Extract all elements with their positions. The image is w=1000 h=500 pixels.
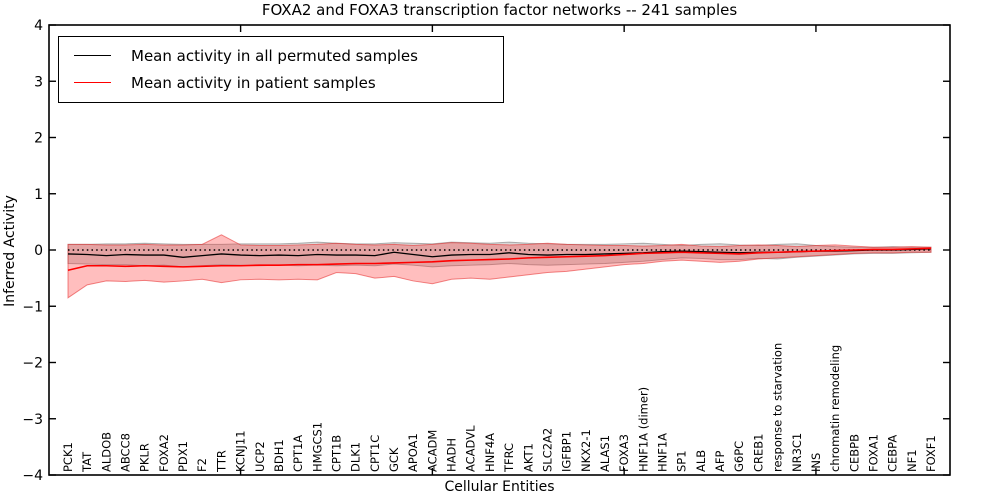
x-tick-label: BDH1 [272, 439, 286, 472]
x-tick-label: IGFBP1 [560, 431, 574, 472]
legend-item-permuted: Mean activity in all permuted samples [59, 42, 503, 69]
x-tick-label: AFP [713, 451, 727, 472]
band-patient-samples-range [67, 234, 932, 299]
x-tick-label: response to starvation [771, 343, 785, 472]
x-tick-label: TTR [214, 450, 228, 473]
x-tick-label: FOXF1 [924, 435, 938, 472]
x-tick-label: HNF4A [483, 433, 497, 472]
legend-item-patient: Mean activity in patient samples [59, 69, 503, 96]
x-tick-label: ABCC8 [119, 433, 133, 472]
x-tick-label: UCP2 [253, 441, 267, 472]
x-tick-label: CPT1C [368, 435, 382, 472]
y-tick-label: 4 [34, 18, 43, 34]
legend-line-sample-red [74, 82, 111, 83]
x-tick-label: FOXA2 [157, 434, 171, 472]
x-tick-label: G6PC [732, 441, 746, 472]
x-tick-label: HMGCS1 [310, 422, 324, 472]
x-tick-label: CEBPA [886, 435, 900, 472]
x-tick-label: HNF1A (dimer) [636, 387, 650, 472]
y-tick-label: −2 [22, 356, 43, 372]
legend-label: Mean activity in all permuted samples [131, 46, 418, 65]
x-tick-label: KCNJ11 [234, 430, 248, 472]
x-tick-label: ALB [694, 450, 708, 472]
x-tick-label: NR3C1 [790, 433, 804, 472]
x-tick-label: ALAS1 [598, 435, 612, 472]
x-tick-label: CPT1A [291, 435, 305, 472]
x-tick-label: TFRC [502, 443, 516, 473]
x-tick-label: FOXA3 [617, 434, 631, 472]
x-tick-label: TAT [80, 451, 94, 473]
x-axis-label: Cellular Entities [444, 479, 555, 495]
x-tick-label: ALDOB [99, 432, 113, 472]
x-tick-label: HNF1A [656, 433, 670, 472]
x-tick-label: DLK1 [349, 442, 363, 472]
x-tick-label: CEBPB [847, 434, 861, 472]
x-tick-label: SP1 [675, 450, 689, 472]
x-tick-label: PDX1 [176, 441, 190, 472]
x-tick-label: PCK1 [61, 442, 75, 472]
legend-label: Mean activity in patient samples [131, 73, 376, 92]
x-tick-label: GCK [387, 447, 401, 472]
x-tick-label: NF1 [905, 449, 919, 472]
y-tick-label: 3 [34, 74, 43, 90]
x-tick-label: CREB1 [751, 434, 765, 473]
x-tick-label: ACADM [425, 430, 439, 472]
x-tick-label: chromatin remodeling [828, 345, 842, 472]
x-tick-label: HADH [445, 438, 459, 472]
x-tick-label: F2 [195, 458, 209, 472]
x-tick-label: AKT1 [521, 443, 535, 472]
y-tick-label: 0 [34, 243, 43, 259]
x-tick-label: APOA1 [406, 433, 420, 472]
x-tick-label: PKLR [138, 443, 152, 472]
y-tick-label: −4 [22, 468, 43, 484]
x-tick-label: FOXA1 [866, 434, 880, 472]
legend: Mean activity in all permuted samples Me… [58, 36, 504, 103]
x-tick-label: INS [809, 453, 823, 472]
x-tick-label: ACADVL [464, 425, 478, 472]
x-tick-label: NKX2-1 [579, 429, 593, 472]
y-tick-label: 2 [34, 131, 43, 147]
chart-title: FOXA2 and FOXA3 transcription factor net… [261, 1, 738, 19]
legend-line-sample-black [74, 55, 111, 56]
x-tick-label: SLC2A2 [540, 428, 554, 472]
x-tick-label: CPT1B [329, 435, 343, 472]
y-tick-label: 1 [34, 187, 43, 203]
y-axis-label: Inferred Activity [2, 195, 18, 307]
line-patient-mean [67, 247, 932, 272]
y-tick-label: −1 [22, 299, 43, 315]
y-tick-label: −3 [22, 412, 43, 428]
